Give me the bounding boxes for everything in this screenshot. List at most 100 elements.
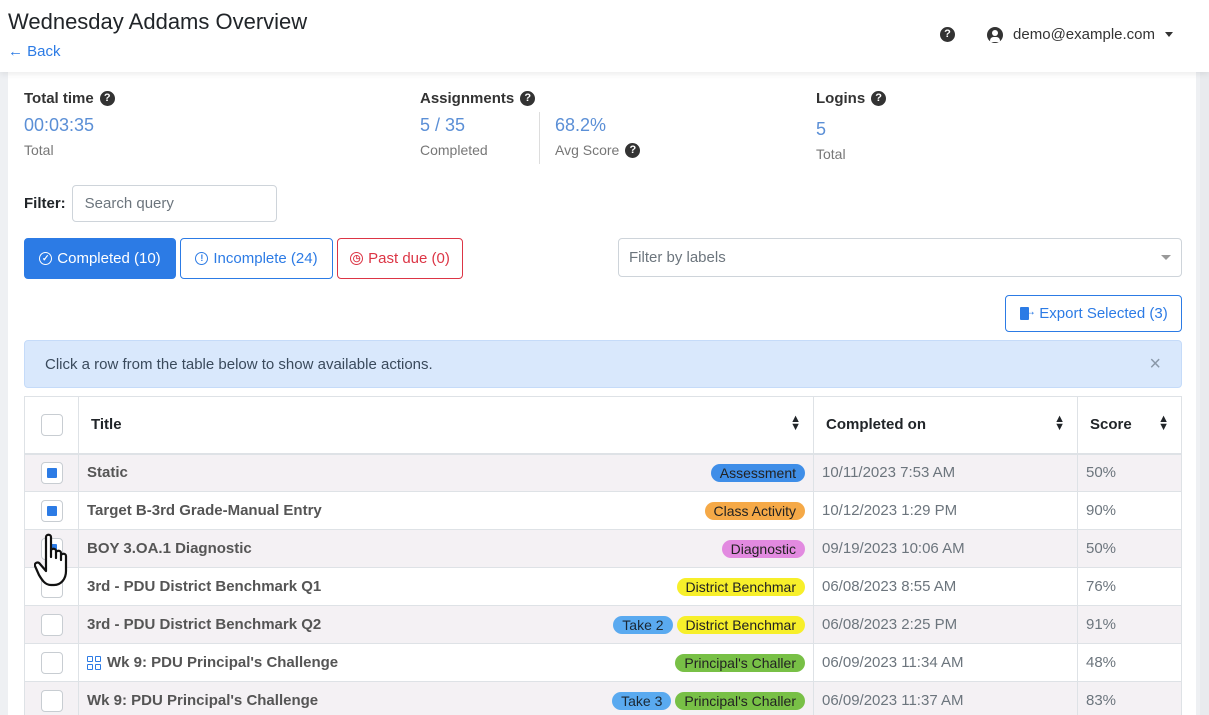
table-row[interactable]: Wk 9: PDU Principal's Challenge Take 3 Pri… xyxy=(24,681,1182,715)
title-cell: Wk 9: PDU Principal's Challenge Principal… xyxy=(78,643,814,682)
row-title: Target B-3rd Grade-Manual Entry xyxy=(87,502,322,519)
row-title: Static xyxy=(87,464,128,482)
user-menu[interactable]: demo@example.com xyxy=(1013,26,1173,43)
filter-label: Filter: xyxy=(24,195,66,212)
sort-icon[interactable]: ▲ ▼ xyxy=(1054,413,1065,433)
table-row[interactable]: Static Assessment 10/11/2023 7:53 AM 50% xyxy=(24,453,1182,492)
row-title-wrap: 3rd - PDU District Benchmark Q2 xyxy=(87,616,321,633)
label-badges: District Benchmar xyxy=(676,577,805,596)
label-badges: Principal's Challer xyxy=(675,653,805,672)
page-title: Wednesday Addams Overview xyxy=(8,9,308,34)
user-email: demo@example.com xyxy=(1013,26,1155,43)
score-cell: 50% xyxy=(1077,453,1182,492)
stat-value: 5 xyxy=(816,119,827,139)
tab-incomplete[interactable]: ! Incomplete (24) xyxy=(180,238,333,279)
back-link[interactable]: ← Back xyxy=(8,43,61,60)
stat-label: Assignments xyxy=(420,90,515,107)
row-title: Wk 9: PDU Principal's Challenge xyxy=(87,692,319,709)
label-badges: Diagnostic xyxy=(721,539,805,558)
row-title: Wk 9: PDU Principal's Challenge xyxy=(107,654,339,671)
label-filter-placeholder: Filter by labels xyxy=(629,249,726,266)
stat-value: 00:03:35 xyxy=(24,115,95,135)
row-title: BOY 3.OA.1 Diagnostic xyxy=(87,540,252,557)
title-cell: 3rd - PDU District Benchmark Q1 District … xyxy=(78,567,814,606)
row-title-wrap: 3rd - PDU District Benchmark Q1 xyxy=(87,578,321,595)
select-all-checkbox[interactable] xyxy=(40,413,63,436)
table-row[interactable]: 3rd - PDU District Benchmark Q1 District … xyxy=(24,567,1182,606)
tab-past-due[interactable]: ◷ Past due (0) xyxy=(337,238,463,279)
label-badge: District Benchmar xyxy=(676,615,805,634)
stat-avg-score: 68.2% Avg Score? xyxy=(555,90,641,158)
row-title-wrap: BOY 3.OA.1 Diagnostic xyxy=(87,540,252,557)
row-select-cell xyxy=(24,453,79,492)
completed-on-cell: 06/09/2023 11:37 AM xyxy=(813,681,1078,715)
help-icon[interactable]: ? xyxy=(940,27,956,42)
score-header[interactable]: Score ▲ ▼ xyxy=(1077,396,1182,455)
row-checkbox[interactable] xyxy=(40,689,63,712)
tab-label: Incomplete (24) xyxy=(213,250,318,267)
scrollbar[interactable] xyxy=(1200,72,1209,715)
help-icon[interactable]: ? xyxy=(99,91,115,106)
help-icon[interactable]: ? xyxy=(625,142,641,158)
check-circle-icon: ✓ xyxy=(39,252,53,265)
title-header[interactable]: Title ▲ ▼ xyxy=(78,396,814,455)
row-select-cell xyxy=(24,605,79,644)
stat-label: Logins xyxy=(816,90,866,107)
label-badge: Principal's Challer xyxy=(675,691,805,710)
stat-total-time: Total time? 00:03:35 Total xyxy=(24,90,115,158)
table-row[interactable]: BOY 3.OA.1 Diagnostic Diagnostic 09/19/202… xyxy=(24,529,1182,568)
row-checkbox[interactable] xyxy=(40,499,63,522)
sort-icon[interactable]: ▲ ▼ xyxy=(790,413,801,433)
export-selected-button[interactable]: Export Selected (3) xyxy=(1005,295,1182,332)
row-select-cell xyxy=(24,681,79,715)
tab-completed[interactable]: ✓ Completed (10) xyxy=(24,238,176,279)
table-row[interactable]: 3rd - PDU District Benchmark Q2 Take 2 Dis… xyxy=(24,605,1182,644)
completed-on-cell: 09/19/2023 10:06 AM xyxy=(813,529,1078,568)
label-badge: Take 3 xyxy=(612,691,672,710)
header-label: Completed on xyxy=(826,416,926,434)
row-checkbox[interactable] xyxy=(40,613,63,636)
row-select-cell xyxy=(24,491,79,530)
row-checkbox[interactable] xyxy=(40,651,63,674)
label-badges: Take 3 Principal's Challer xyxy=(612,691,805,710)
completed-on-cell: 06/08/2023 8:55 AM xyxy=(813,567,1078,606)
row-title-wrap: Static xyxy=(87,464,128,481)
completed-on-header[interactable]: Completed on ▲ ▼ xyxy=(813,396,1078,455)
label-badges: Class Activity xyxy=(704,501,805,520)
main-panel: Total time? 00:03:35 Total Assignments? … xyxy=(8,72,1196,715)
caret-down-icon xyxy=(1165,32,1173,37)
stat-label: Total time xyxy=(24,90,94,107)
help-icon[interactable]: ? xyxy=(520,91,536,106)
label-badges: Take 2 District Benchmar xyxy=(613,615,805,634)
search-input[interactable] xyxy=(71,185,277,222)
select-all-header xyxy=(24,396,79,455)
score-cell: 91% xyxy=(1077,605,1182,644)
label-filter-select[interactable]: Filter by labels xyxy=(618,238,1182,277)
divider xyxy=(539,112,540,164)
score-cell: 83% xyxy=(1077,681,1182,715)
help-icon[interactable]: ? xyxy=(871,91,887,106)
label-badge: Take 2 xyxy=(613,615,673,634)
sort-icon[interactable]: ▲ ▼ xyxy=(1158,413,1169,433)
assignments-table: Title ▲ ▼ Completed on ▲ ▼ Score ▲ ▼ Static Ass… xyxy=(24,396,1182,715)
table-row[interactable]: Target B-3rd Grade-Manual Entry Class Act… xyxy=(24,491,1182,530)
stat-sub: Avg Score xyxy=(555,142,620,158)
header-label: Score xyxy=(1090,416,1132,434)
export-label: Export Selected (3) xyxy=(1039,305,1168,322)
row-title-wrap: Wk 9: PDU Principal's Challenge xyxy=(87,692,318,709)
grid-icon xyxy=(87,656,101,671)
label-badge: Class Activity xyxy=(704,501,805,520)
row-title: 3rd - PDU District Benchmark Q1 xyxy=(87,578,322,595)
close-icon[interactable]: × xyxy=(1149,352,1161,375)
row-select-cell xyxy=(24,643,79,682)
info-circle-icon: ! xyxy=(195,252,209,265)
header-label: Title xyxy=(91,416,122,434)
table-row[interactable]: Wk 9: PDU Principal's Challenge Principal… xyxy=(24,643,1182,682)
stat-assignments: Assignments? 5 / 35 Completed xyxy=(420,90,536,158)
score-cell: 48% xyxy=(1077,643,1182,682)
stat-value: 5 / 35 xyxy=(420,115,466,135)
title-cell: Wk 9: PDU Principal's Challenge Take 3 Pri… xyxy=(78,681,814,715)
row-checkbox[interactable] xyxy=(40,461,63,484)
tab-label: Past due (0) xyxy=(368,250,450,267)
row-title-wrap: Wk 9: PDU Principal's Challenge xyxy=(87,654,338,671)
